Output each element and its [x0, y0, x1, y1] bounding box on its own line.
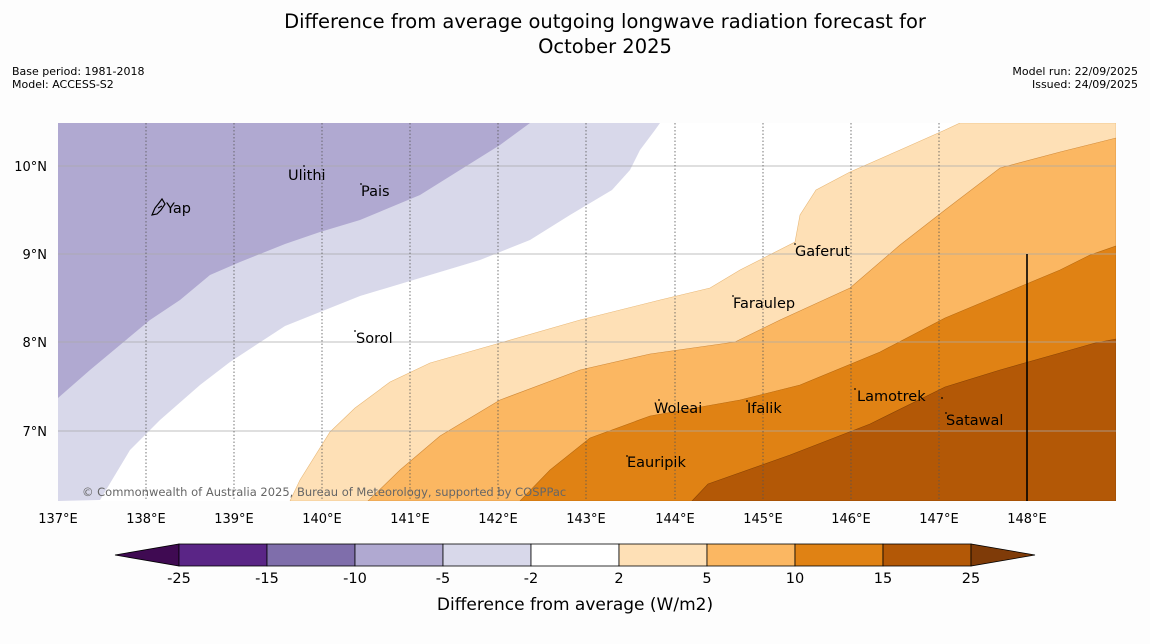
colorbar-swatch — [530, 543, 620, 567]
place-ulithi: Ulithi — [288, 168, 326, 184]
colorbar-extension-high — [970, 543, 1036, 567]
lon-tick: 148°E — [1007, 512, 1047, 527]
model-run: Model run: 22/09/2025 — [1012, 65, 1138, 78]
place-faraulep: Faraulep — [733, 296, 795, 312]
lat-tick: 8°N — [23, 336, 48, 351]
colorbar-swatch — [794, 543, 884, 567]
colorbar-tick-labels: -25 -15 -10 -5 -2 2 5 10 15 25 — [167, 571, 980, 587]
lon-tick-labels: 137°E 138°E 139°E 140°E 141°E 142°E 143°… — [38, 512, 1047, 527]
colorbar-label: Difference from average (W/m2) — [437, 595, 713, 615]
place-woleai: Woleai — [654, 401, 702, 417]
colorbar-swatch — [706, 543, 796, 567]
colorbar: -25 -15 -10 -5 -2 2 5 10 15 25 Differenc… — [114, 543, 1036, 615]
meta-right: Model run: 22/09/2025 Issued: 24/09/2025 — [1012, 65, 1138, 91]
lon-tick: 138°E — [126, 512, 166, 527]
colorbar-swatch — [354, 543, 444, 567]
lon-gridlines — [145, 123, 940, 501]
colorbar-tick: 2 — [614, 571, 623, 587]
island-dots — [303, 165, 947, 457]
yap-island-shape — [150, 197, 166, 216]
lon-tick: 144°E — [655, 512, 695, 527]
lon-tick: 143°E — [566, 512, 606, 527]
lat-tick: 10°N — [14, 160, 47, 175]
colorbar-tick: -25 — [167, 571, 191, 587]
place-satawal: Satawal — [946, 413, 1003, 429]
colorbar-swatch — [266, 543, 356, 567]
place-sorol: Sorol — [356, 331, 393, 347]
colorbar-swatch — [618, 543, 708, 567]
contour-plus-15 — [691, 338, 1116, 501]
meta-left: Base period: 1981-2018 Model: ACCESS-S2 — [12, 65, 144, 91]
colorbar-swatch — [178, 543, 268, 567]
colorbar-swatch — [882, 543, 972, 567]
place-lamotrek: Lamotrek — [857, 389, 926, 405]
lon-tick: 140°E — [302, 512, 342, 527]
place-eauripik: Eauripik — [627, 455, 686, 471]
lon-tick: 145°E — [743, 512, 783, 527]
lon-tick: 141°E — [390, 512, 430, 527]
colorbar-tick: 15 — [874, 571, 892, 587]
colorbar-extension-low — [114, 543, 180, 567]
colorbar-tick: -5 — [436, 571, 450, 587]
colorbar-swatches — [114, 543, 1036, 567]
lat-tick-labels: 10°N 9°N 8°N 7°N — [14, 160, 47, 440]
colorbar-swatch — [442, 543, 532, 567]
place-pais: Pais — [361, 184, 390, 200]
contour-minus-10 — [58, 123, 530, 398]
place-gaferut: Gaferut — [795, 244, 850, 260]
colorbar-tick: 10 — [786, 571, 804, 587]
colorbar-tick: -15 — [255, 571, 279, 587]
lon-tick: 147°E — [919, 512, 959, 527]
copyright-notice: © Commonwealth of Australia 2025, Bureau… — [82, 485, 566, 499]
title-line-2: October 2025 — [538, 35, 672, 58]
title-line-1: Difference from average outgoing longwav… — [284, 10, 926, 33]
model-name: Model: ACCESS-S2 — [12, 78, 114, 91]
lat-tick: 9°N — [23, 248, 48, 263]
map-area: Yap Ulithi Pais Gaferut Faraulep Sorol W… — [58, 123, 1116, 501]
colorbar-tick: 25 — [962, 571, 980, 587]
map-title: Difference from average outgoing longwav… — [0, 9, 1150, 59]
place-ifalik: Ifalik — [747, 401, 782, 417]
lon-tick: 139°E — [214, 512, 254, 527]
lat-tick: 7°N — [23, 425, 48, 440]
lon-tick: 137°E — [38, 512, 78, 527]
lon-tick: 142°E — [478, 512, 518, 527]
issued-date: Issued: 24/09/2025 — [1031, 78, 1138, 91]
base-period: Base period: 1981-2018 — [12, 65, 145, 78]
colorbar-tick: 5 — [702, 571, 711, 587]
colorbar-tick: -2 — [524, 571, 538, 587]
lon-tick: 146°E — [831, 512, 871, 527]
place-yap: Yap — [165, 201, 191, 217]
colorbar-tick: -10 — [343, 571, 367, 587]
